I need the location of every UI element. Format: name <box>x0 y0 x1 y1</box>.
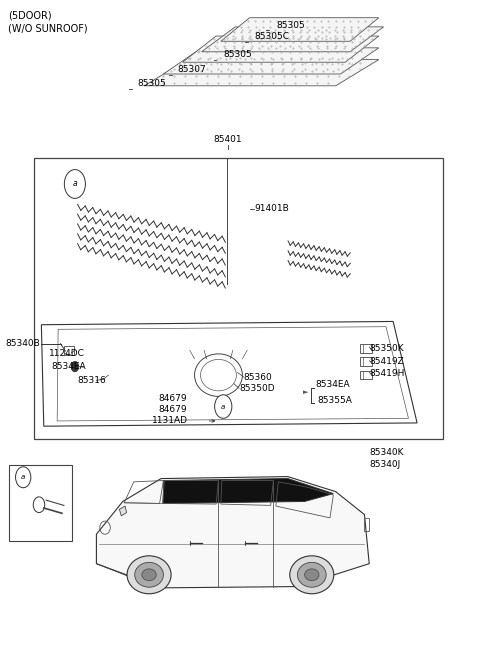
Text: a: a <box>72 180 77 188</box>
Text: 85305: 85305 <box>137 79 166 89</box>
Ellipse shape <box>135 562 163 587</box>
Text: 85355A: 85355A <box>318 396 352 405</box>
Text: 85305: 85305 <box>276 21 305 30</box>
Bar <box>360 371 372 379</box>
Text: 1124DC: 1124DC <box>48 349 84 358</box>
Text: 1131AD: 1131AD <box>152 417 188 426</box>
Text: 85316: 85316 <box>77 376 106 385</box>
Ellipse shape <box>298 562 326 587</box>
Text: 85340J: 85340J <box>369 460 400 468</box>
Text: a: a <box>221 403 226 409</box>
Text: 84679: 84679 <box>158 405 187 415</box>
Polygon shape <box>163 479 333 503</box>
Text: 84679: 84679 <box>158 394 187 403</box>
Ellipse shape <box>305 569 319 581</box>
Bar <box>64 346 74 356</box>
Polygon shape <box>144 60 379 86</box>
Bar <box>360 358 372 366</box>
Ellipse shape <box>142 569 156 581</box>
Polygon shape <box>182 36 379 62</box>
Circle shape <box>71 361 79 372</box>
Bar <box>9 466 72 541</box>
Polygon shape <box>96 477 369 588</box>
Text: 8534EA: 8534EA <box>51 362 85 371</box>
Circle shape <box>64 170 85 198</box>
Text: 85307: 85307 <box>178 65 206 74</box>
Text: 8534EA: 8534EA <box>316 380 350 389</box>
Polygon shape <box>202 27 384 52</box>
Circle shape <box>215 395 232 419</box>
Text: ►: ► <box>303 389 309 395</box>
Text: 85305C: 85305C <box>254 32 289 41</box>
Text: a: a <box>21 474 25 480</box>
Ellipse shape <box>290 556 334 594</box>
Text: 85340K: 85340K <box>369 448 404 457</box>
Text: 85401: 85401 <box>214 135 242 144</box>
Text: (5DOOR)
(W/O SUNROOF): (5DOOR) (W/O SUNROOF) <box>8 10 87 33</box>
Text: 85350D: 85350D <box>239 384 275 393</box>
Text: 85350K: 85350K <box>369 344 404 354</box>
Text: 85419H: 85419H <box>369 369 405 378</box>
Text: 85340B: 85340B <box>5 339 40 348</box>
Text: 85305: 85305 <box>223 50 252 59</box>
Polygon shape <box>120 506 127 516</box>
Polygon shape <box>221 18 379 41</box>
Ellipse shape <box>127 556 171 594</box>
Text: 85360: 85360 <box>244 373 273 382</box>
Polygon shape <box>163 48 379 74</box>
Text: 85419Z: 85419Z <box>369 357 404 366</box>
Bar <box>360 344 372 353</box>
Bar <box>34 158 444 440</box>
Circle shape <box>15 467 31 487</box>
Text: 91401B: 91401B <box>254 205 289 213</box>
